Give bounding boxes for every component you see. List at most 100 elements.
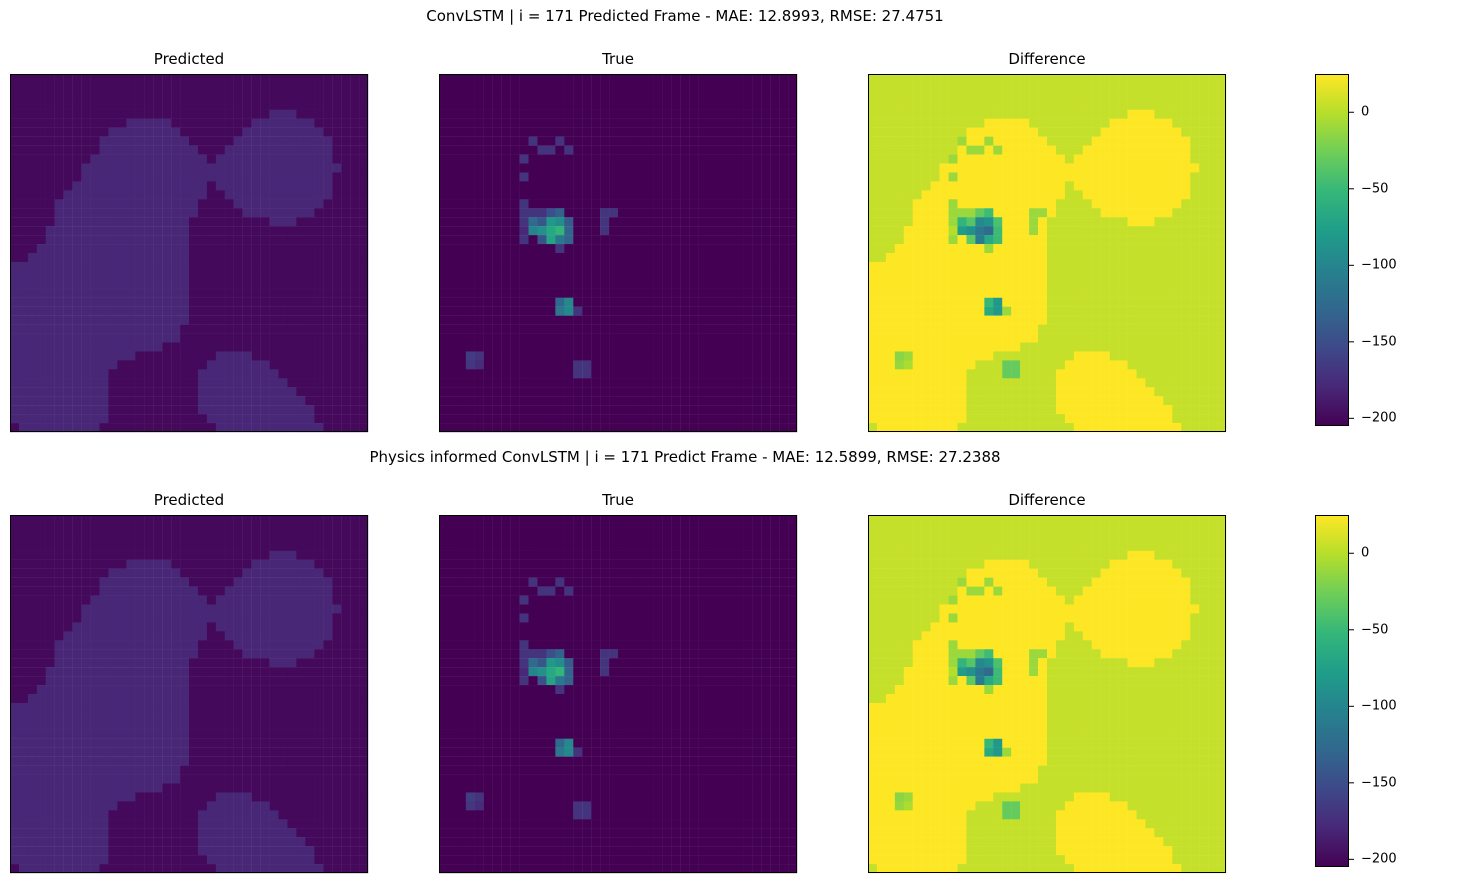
heatmap-cell [618, 253, 628, 263]
heatmap-cell [788, 261, 798, 272]
heatmap-cell [1163, 181, 1173, 191]
heatmap-cell [206, 324, 217, 334]
heatmap-cell [215, 369, 225, 379]
heatmap-cell [1020, 351, 1030, 361]
heatmap-cell [1118, 145, 1128, 155]
heatmap-cell [912, 226, 922, 236]
heatmap-cell [1011, 244, 1021, 254]
heatmap-cell [546, 100, 556, 110]
heatmap-cell [108, 396, 118, 406]
heatmap-cell [233, 523, 243, 534]
heatmap-cell [233, 208, 243, 218]
heatmap-cell [153, 91, 163, 102]
heatmap-cell [779, 208, 789, 218]
heatmap-cell [180, 190, 190, 200]
heatmap-cell [644, 208, 654, 218]
heatmap-cell [1020, 253, 1030, 263]
heatmap-cell [519, 226, 529, 236]
heatmap-cell [1190, 342, 1200, 352]
heatmap-cell [1118, 405, 1128, 415]
heatmap-cell [734, 253, 744, 263]
heatmap-cell [912, 199, 922, 209]
heatmap-cell [984, 315, 994, 325]
heatmap-cell [1217, 154, 1227, 164]
heatmap-cell [546, 74, 556, 84]
heatmap-cell [698, 181, 708, 191]
heatmap-cell [350, 261, 360, 272]
heatmap-cell [45, 163, 55, 173]
heatmap-cell [528, 217, 538, 227]
heatmap-cell [456, 226, 467, 236]
heatmap-cell [779, 387, 789, 397]
heatmap-cell [966, 82, 976, 93]
heatmap-cell [894, 74, 904, 84]
heatmap-cell [72, 244, 82, 254]
heatmap-cell [1029, 270, 1039, 281]
heatmap-cell [180, 297, 190, 307]
heatmap-cell [153, 288, 163, 298]
heatmap-cell [876, 396, 887, 406]
heatmap-cell [278, 297, 288, 307]
heatmap-cell [260, 145, 270, 155]
heatmap-cell [224, 109, 234, 119]
heatmap-cell [582, 288, 592, 298]
heatmap-cell [903, 351, 913, 361]
heatmap-cell [1082, 423, 1092, 433]
heatmap-cell [894, 360, 904, 370]
heatmap-cell [984, 423, 994, 433]
heatmap-cell [761, 190, 771, 200]
heatmap-cell [1199, 163, 1209, 173]
heatmap-cell [108, 541, 118, 551]
heatmap-cell [1145, 414, 1155, 424]
heatmap-cell [492, 235, 502, 245]
heatmap-cell [930, 387, 940, 397]
heatmap-cell [1172, 145, 1182, 155]
heatmap-cell [206, 253, 217, 263]
heatmap-cell [206, 360, 217, 370]
heatmap-cell [126, 199, 136, 209]
heatmap-cell [296, 405, 306, 415]
heatmap-cell [153, 261, 163, 272]
heatmap-cell [770, 324, 780, 334]
heatmap-cell [921, 405, 931, 415]
heatmap-cell [314, 532, 324, 543]
heatmap-cell [215, 127, 225, 137]
heatmap-cell [126, 253, 136, 263]
heatmap-cell [215, 532, 225, 543]
heatmap-cell [1100, 244, 1110, 254]
heatmap-cell [439, 154, 449, 164]
heatmap-cell [162, 270, 172, 281]
heatmap-cell [305, 270, 315, 281]
heatmap-cell [171, 145, 181, 155]
heatmap-cell [224, 315, 234, 325]
heatmap-cell [653, 145, 663, 155]
heatmap-cell [260, 109, 270, 119]
heatmap-cell [242, 423, 252, 433]
heatmap-cell [126, 270, 136, 281]
heatmap-cell [36, 91, 46, 102]
heatmap-cell [680, 217, 690, 227]
heatmap-cell [635, 74, 646, 84]
heatmap-cell [609, 297, 619, 307]
heatmap-cell [323, 541, 333, 551]
heatmap-cell [359, 190, 369, 200]
heatmap-cell [546, 109, 556, 119]
heatmap-cell [251, 387, 261, 397]
heatmap-cell [278, 109, 288, 119]
heatmap-cell [1208, 100, 1218, 110]
heatmap-cell [528, 235, 538, 245]
heatmap-cell [939, 405, 949, 415]
heatmap-cell [984, 414, 994, 424]
heatmap-cell [1047, 270, 1057, 281]
heatmap-cell [1217, 127, 1227, 137]
heatmap-cell [680, 91, 690, 102]
heatmap-cell [332, 387, 342, 397]
heatmap-cell [439, 396, 449, 406]
heatmap-cell [108, 414, 118, 424]
heatmap-cell [54, 154, 64, 164]
heatmap-cell [770, 118, 780, 128]
heatmap-cell [323, 288, 333, 298]
heatmap-cell [1091, 279, 1101, 289]
heatmap-cell [698, 297, 708, 307]
heatmap-cell [788, 91, 798, 102]
